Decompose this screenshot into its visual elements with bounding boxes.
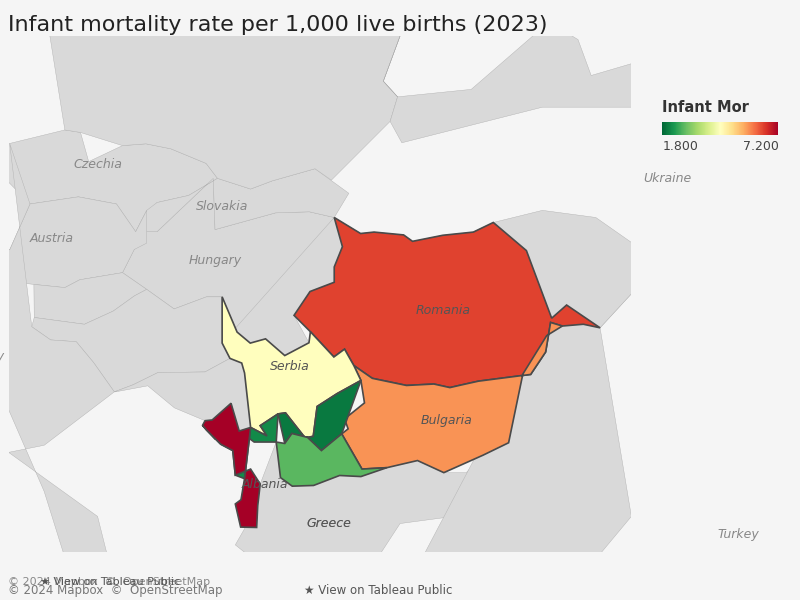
Text: © 2024 Mapbox  ©  OpenStreetMap: © 2024 Mapbox © OpenStreetMap: [8, 584, 222, 597]
Text: Greece: Greece: [306, 517, 351, 530]
Text: Turkey: Turkey: [718, 528, 759, 541]
Text: Albania: Albania: [242, 478, 288, 491]
Polygon shape: [0, 130, 218, 232]
Text: Slovakia: Slovakia: [196, 200, 248, 214]
Polygon shape: [235, 442, 509, 600]
Polygon shape: [382, 20, 685, 143]
Polygon shape: [294, 217, 600, 388]
Polygon shape: [49, 0, 400, 189]
Polygon shape: [32, 289, 230, 392]
Polygon shape: [202, 414, 278, 479]
Polygon shape: [34, 272, 146, 324]
Text: Austria: Austria: [30, 232, 74, 245]
Text: Bulgaria: Bulgaria: [421, 414, 472, 427]
Polygon shape: [400, 324, 631, 600]
Text: ★ View on Tableau Public: ★ View on Tableau Public: [304, 584, 452, 597]
Polygon shape: [278, 380, 361, 451]
Polygon shape: [114, 343, 250, 431]
Polygon shape: [276, 433, 387, 486]
Text: Ukraine: Ukraine: [643, 172, 691, 185]
Polygon shape: [202, 403, 260, 527]
Polygon shape: [0, 143, 115, 600]
Polygon shape: [494, 211, 642, 328]
Text: Serbia: Serbia: [270, 361, 310, 373]
Text: ★ View on Tableau Public: ★ View on Tableau Public: [40, 577, 180, 587]
Text: © 2024 Mapbox  ©  OpenStreetMap: © 2024 Mapbox © OpenStreetMap: [8, 577, 210, 587]
Text: 7.200: 7.200: [742, 140, 778, 153]
Text: Romania: Romania: [415, 304, 470, 317]
Text: Czechia: Czechia: [73, 158, 122, 170]
Text: Italy: Italy: [0, 350, 4, 363]
Polygon shape: [222, 297, 361, 438]
Polygon shape: [342, 322, 562, 473]
Polygon shape: [0, 197, 146, 287]
Text: 1.800: 1.800: [662, 140, 698, 153]
Polygon shape: [136, 169, 349, 232]
Polygon shape: [122, 178, 342, 343]
Text: Hungary: Hungary: [189, 254, 242, 266]
Text: Infant mortality rate per 1,000 live births (2023): Infant mortality rate per 1,000 live bir…: [8, 15, 547, 35]
Polygon shape: [222, 211, 791, 374]
Text: Infant Mor: Infant Mor: [662, 100, 750, 115]
Text: Greece: Greece: [306, 517, 351, 530]
